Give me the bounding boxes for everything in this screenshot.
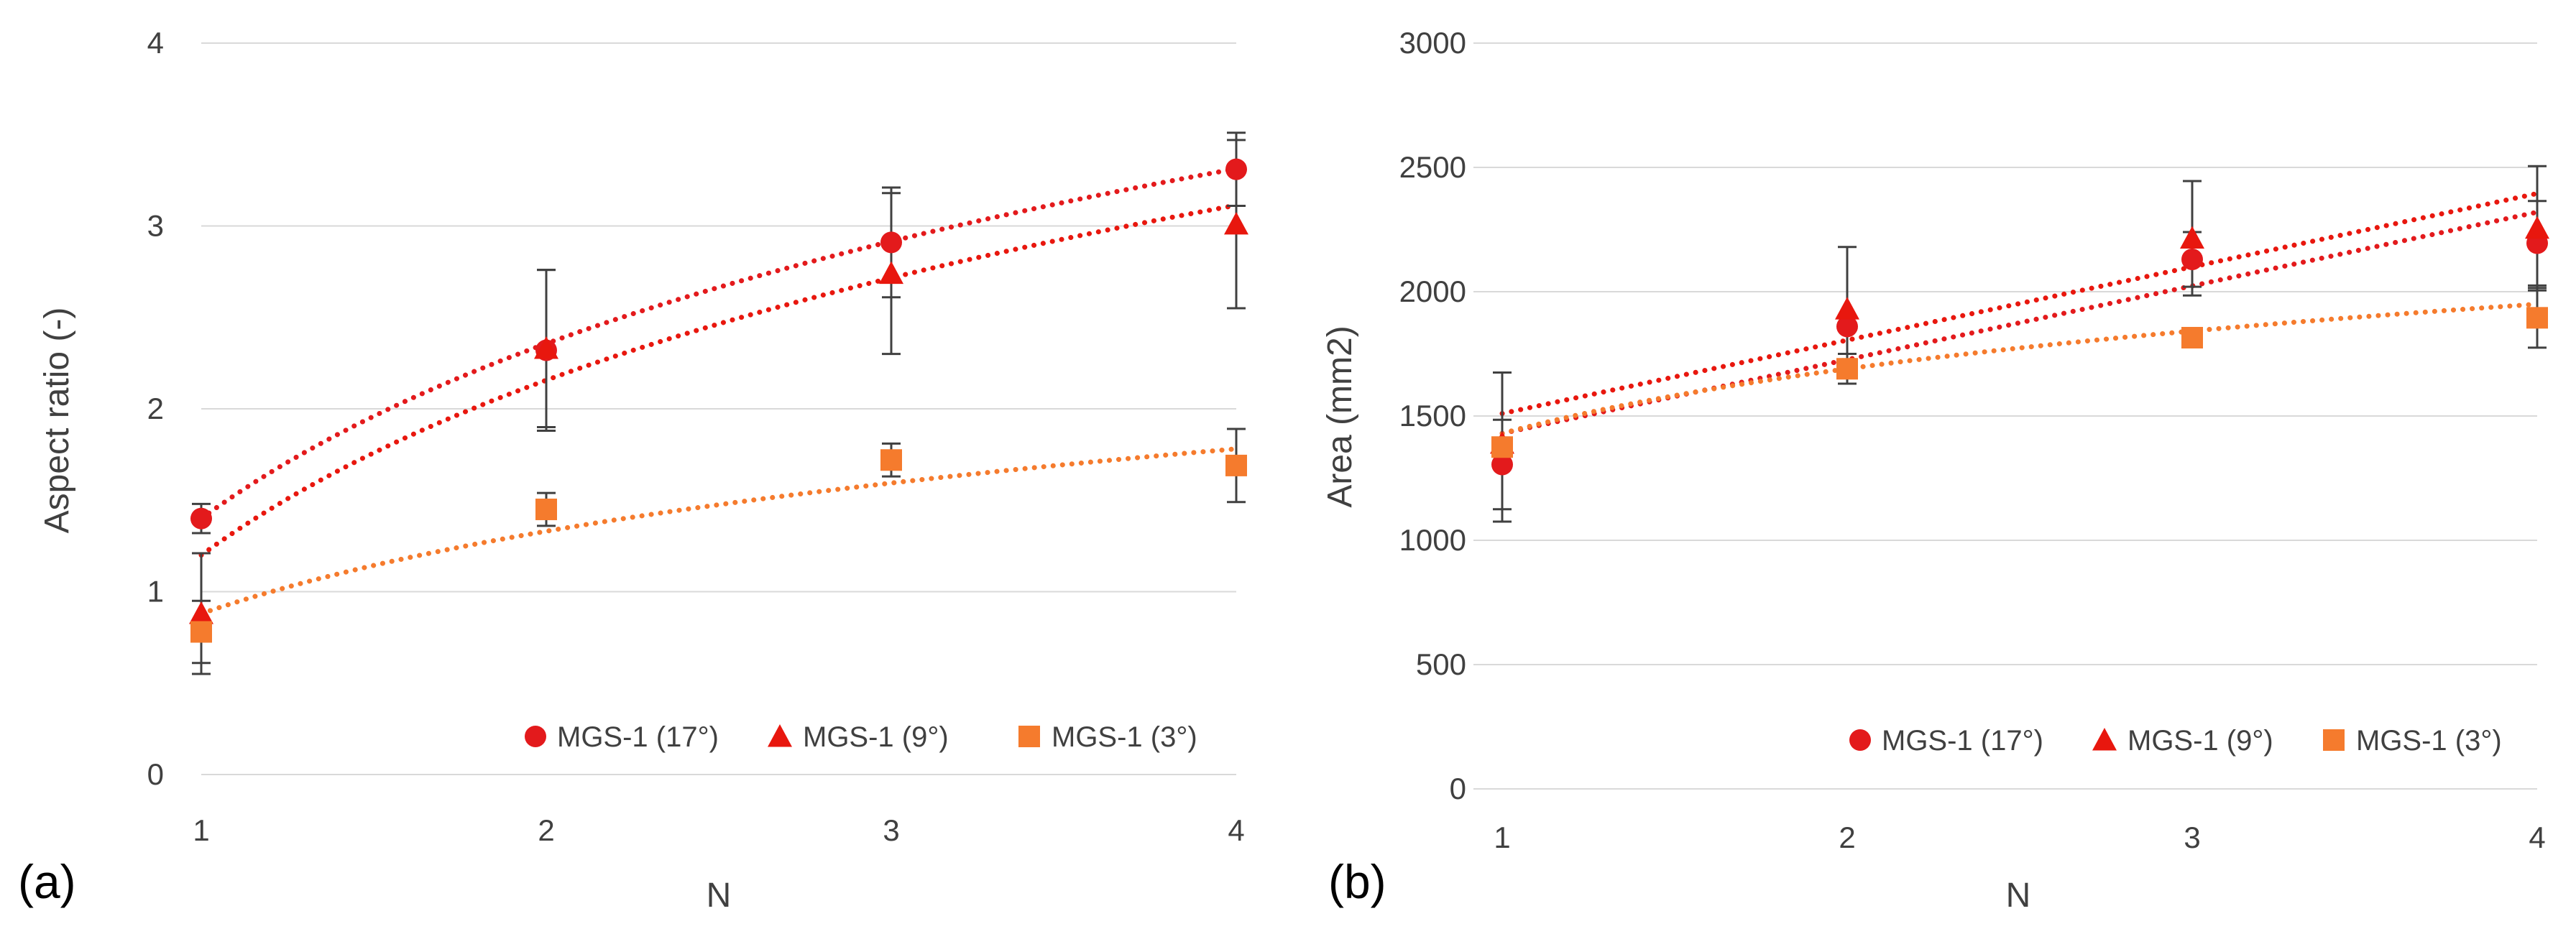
- x-tick-label: 1: [1494, 821, 1510, 854]
- y-tick-label: 2: [147, 392, 164, 425]
- data-point-square: [1225, 454, 1247, 476]
- error-bars-a: [192, 131, 1246, 675]
- data-point-square: [2526, 307, 2548, 329]
- x-tick-label: 3: [883, 813, 899, 847]
- x-axis-title-b: N: [2006, 877, 2031, 915]
- data-point-square: [880, 449, 902, 471]
- legend-marker-circle: [1849, 729, 1871, 751]
- data-point-triangle: [534, 336, 558, 359]
- data-point-circle: [1225, 158, 1247, 180]
- chart-panel-b: 0 500 1000 1500 2000 2500 3000 1 2 3 4 MGS-1 (17°…: [1321, 26, 2549, 915]
- data-point-square: [535, 498, 557, 520]
- y-axis-title-b: Area (mm2): [1321, 325, 1359, 507]
- y-tick-label: 500: [1416, 647, 1466, 681]
- data-point-circle: [1491, 453, 1513, 476]
- legend-marker-square: [2323, 729, 2345, 751]
- data-point-triangle: [2525, 216, 2549, 239]
- y-tick-label: 4: [147, 26, 164, 60]
- x-tick-label: 4: [2529, 821, 2545, 854]
- data-point-triangle: [1835, 297, 1859, 320]
- x-tick-labels-b: 1 2 3 4: [1494, 821, 2545, 854]
- legend-b: MGS-1 (17°) MGS-1 (9°) MGS-1 (3°): [1849, 725, 2502, 757]
- data-point-square: [2181, 327, 2203, 349]
- gridlines-b: [1473, 42, 2537, 790]
- legend-label: MGS-1 (9°): [2128, 725, 2273, 757]
- x-tick-label: 4: [1228, 813, 1244, 847]
- data-points-b: [1490, 216, 2549, 476]
- trendline-triangle: [1499, 190, 2540, 417]
- data-points-a: [189, 158, 1248, 643]
- error-bars-b: [1493, 165, 2547, 523]
- legend-label: MGS-1 (9°): [803, 721, 949, 753]
- data-point-triangle: [1224, 211, 1248, 235]
- x-tick-labels-a: 1 2 3 4: [193, 813, 1244, 847]
- legend-marker-circle: [525, 726, 546, 747]
- trendlines-a: [198, 166, 1239, 616]
- trendline-circle: [1499, 209, 2540, 436]
- y-tick-label: 1: [147, 575, 164, 609]
- data-point-square: [190, 621, 212, 643]
- y-tick-label: 2500: [1399, 150, 1466, 184]
- data-point-circle: [1836, 315, 1858, 338]
- y-axis-title-a: Aspect ratio (-): [38, 308, 76, 534]
- x-tick-label: 1: [193, 813, 209, 847]
- legend-label: MGS-1 (3°): [2356, 725, 2502, 757]
- data-point-circle: [2181, 249, 2203, 271]
- y-tick-label: 3000: [1399, 26, 1466, 60]
- x-tick-label: 2: [538, 813, 554, 847]
- legend-label: MGS-1 (17°): [1882, 725, 2043, 757]
- trendline-square: [1499, 301, 2540, 436]
- y-tick-label: 0: [1450, 772, 1466, 805]
- y-tick-label: 1000: [1399, 523, 1466, 557]
- legend-marker-triangle: [2092, 728, 2117, 751]
- y-tick-label: 3: [147, 209, 164, 243]
- legend-a: MGS-1 (17°) MGS-1 (9°) MGS-1 (3°): [525, 721, 1197, 753]
- data-point-square: [1491, 436, 1513, 458]
- legend-label: MGS-1 (17°): [557, 721, 719, 753]
- y-tick-label: 2000: [1399, 274, 1466, 308]
- legend-marker-square: [1018, 726, 1040, 747]
- legend-marker-triangle: [768, 724, 792, 747]
- trendlines-b: [1499, 190, 2540, 436]
- data-point-square: [1836, 358, 1858, 380]
- data-point-triangle: [879, 261, 903, 285]
- trendline-triangle: [198, 203, 1239, 558]
- data-point-triangle: [189, 601, 213, 624]
- y-tick-label: 1500: [1399, 399, 1466, 433]
- trendline-circle: [198, 166, 1239, 522]
- x-tick-label: 3: [2184, 821, 2200, 854]
- data-point-circle: [880, 231, 902, 254]
- x-axis-title-a: N: [707, 877, 732, 915]
- data-point-circle: [190, 507, 212, 530]
- gridlines-a: [201, 42, 1236, 775]
- y-tick-labels-a: 0 1 2 3 4: [147, 26, 164, 791]
- legend-label: MGS-1 (3°): [1052, 721, 1197, 753]
- y-tick-label: 0: [147, 757, 164, 791]
- panel-label-b: (b): [1328, 855, 1386, 908]
- x-tick-label: 2: [1839, 821, 1855, 854]
- data-point-triangle: [2180, 226, 2204, 249]
- y-tick-labels-b: 0 500 1000 1500 2000 2500 3000: [1399, 26, 1466, 805]
- panel-label-a: (a): [18, 855, 76, 908]
- trendline-square: [198, 446, 1239, 616]
